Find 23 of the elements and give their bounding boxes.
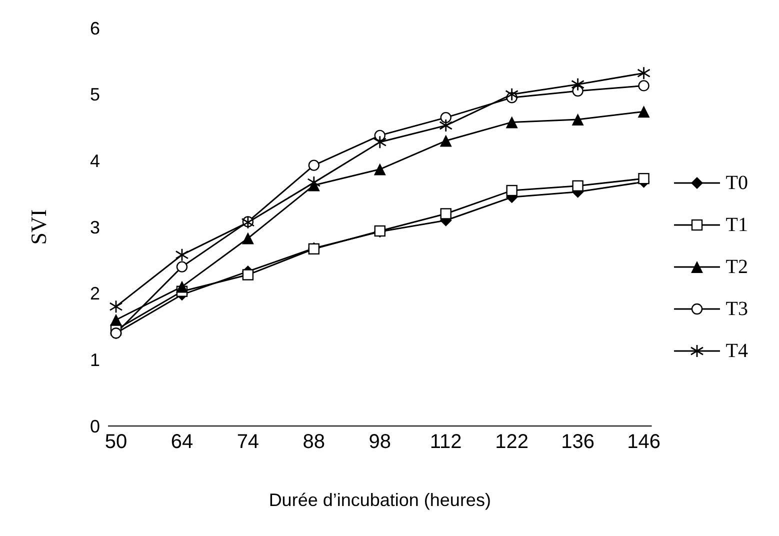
x-axis-title: Durée d’incubation (heures)	[268, 490, 491, 510]
y-tick-label: 5	[90, 84, 100, 105]
y-tick-label: 4	[90, 151, 100, 172]
x-tick-label: 74	[236, 431, 260, 454]
legend-label: T3	[726, 298, 748, 320]
legend-label: T0	[726, 172, 748, 194]
x-tick-label: 88	[302, 431, 326, 454]
y-axis-title: SVI	[26, 209, 51, 245]
x-tick-label: 98	[368, 431, 392, 454]
x-tick-label: 122	[495, 431, 529, 454]
x-tick-label: 136	[561, 431, 594, 454]
x-tick-label: 146	[627, 431, 660, 454]
y-tick-label: 3	[90, 217, 100, 238]
x-tick-label: 50	[104, 431, 128, 454]
x-tick-label: 64	[170, 431, 194, 454]
y-tick-label: 1	[90, 350, 100, 370]
y-tick-label: 2	[90, 284, 100, 304]
y-tick-label: 0	[90, 416, 100, 436]
y-tick-label: 6	[90, 18, 100, 38]
x-tick-label: 112	[430, 431, 462, 454]
legend-label: T2	[726, 256, 748, 278]
legend-label: T1	[726, 214, 748, 236]
legend-label: T4	[726, 340, 748, 362]
